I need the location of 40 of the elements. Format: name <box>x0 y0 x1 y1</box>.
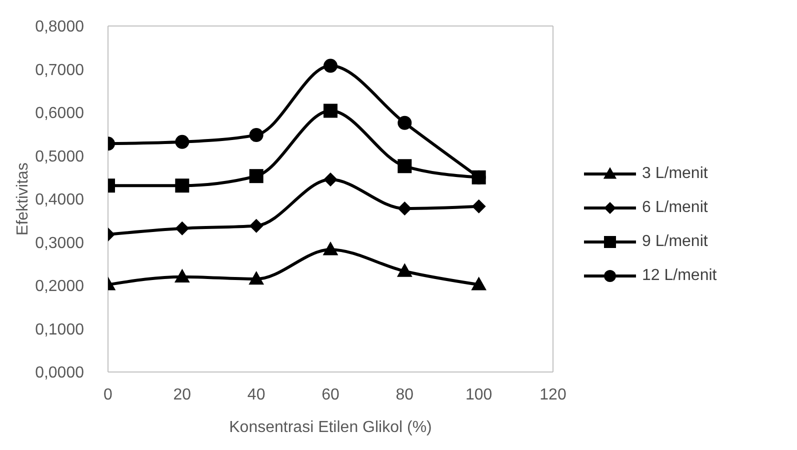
y-tick-label: 0,6000 <box>35 105 84 122</box>
y-tick-label: 0,8000 <box>35 18 84 36</box>
point <box>248 270 264 285</box>
y-tick-label: 0,4000 <box>35 192 84 209</box>
y-axis-title: Efektivitas <box>14 162 32 236</box>
point <box>324 104 338 118</box>
point <box>249 218 264 233</box>
legend-label: 9 L/menit <box>642 233 708 251</box>
y-tick-label: 0,7000 <box>35 62 84 79</box>
y-tick-label: 0,1000 <box>35 321 84 338</box>
x-tick-label: 80 <box>396 386 414 404</box>
y-tick-label: 0,3000 <box>35 234 84 252</box>
y-tick-label: 0,5000 <box>35 148 84 166</box>
point <box>471 276 487 290</box>
point <box>249 169 264 184</box>
point <box>249 128 264 142</box>
x-tick-label: 20 <box>173 386 192 404</box>
point <box>174 268 190 282</box>
x-tick-label: 120 <box>540 386 566 404</box>
point <box>398 116 412 130</box>
point <box>396 263 412 277</box>
y-tick-label: 0,0000 <box>35 364 84 382</box>
x-tick-label: 40 <box>247 386 266 404</box>
x-tick-label: 100 <box>465 386 492 404</box>
point <box>398 159 412 174</box>
point <box>398 202 412 216</box>
point <box>175 134 190 149</box>
legend-label: 6 L/menit <box>642 199 708 217</box>
point <box>322 242 338 256</box>
y-tick-label: 0,2000 <box>35 278 84 296</box>
legend-label: 12 L/menit <box>642 267 717 285</box>
point <box>324 172 338 187</box>
point <box>472 199 486 214</box>
x-axis-title: Konsentrasi Etilen Glikol (%) <box>229 419 432 436</box>
legend-label: 3 L/menit <box>642 165 708 183</box>
x-tick-label: 0 <box>104 386 113 404</box>
point <box>175 178 190 193</box>
point <box>324 58 338 73</box>
point <box>175 221 190 236</box>
x-tick-label: 60 <box>322 386 340 404</box>
